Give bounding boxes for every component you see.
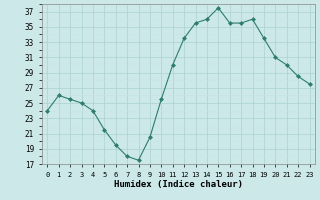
X-axis label: Humidex (Indice chaleur): Humidex (Indice chaleur) — [114, 180, 243, 189]
